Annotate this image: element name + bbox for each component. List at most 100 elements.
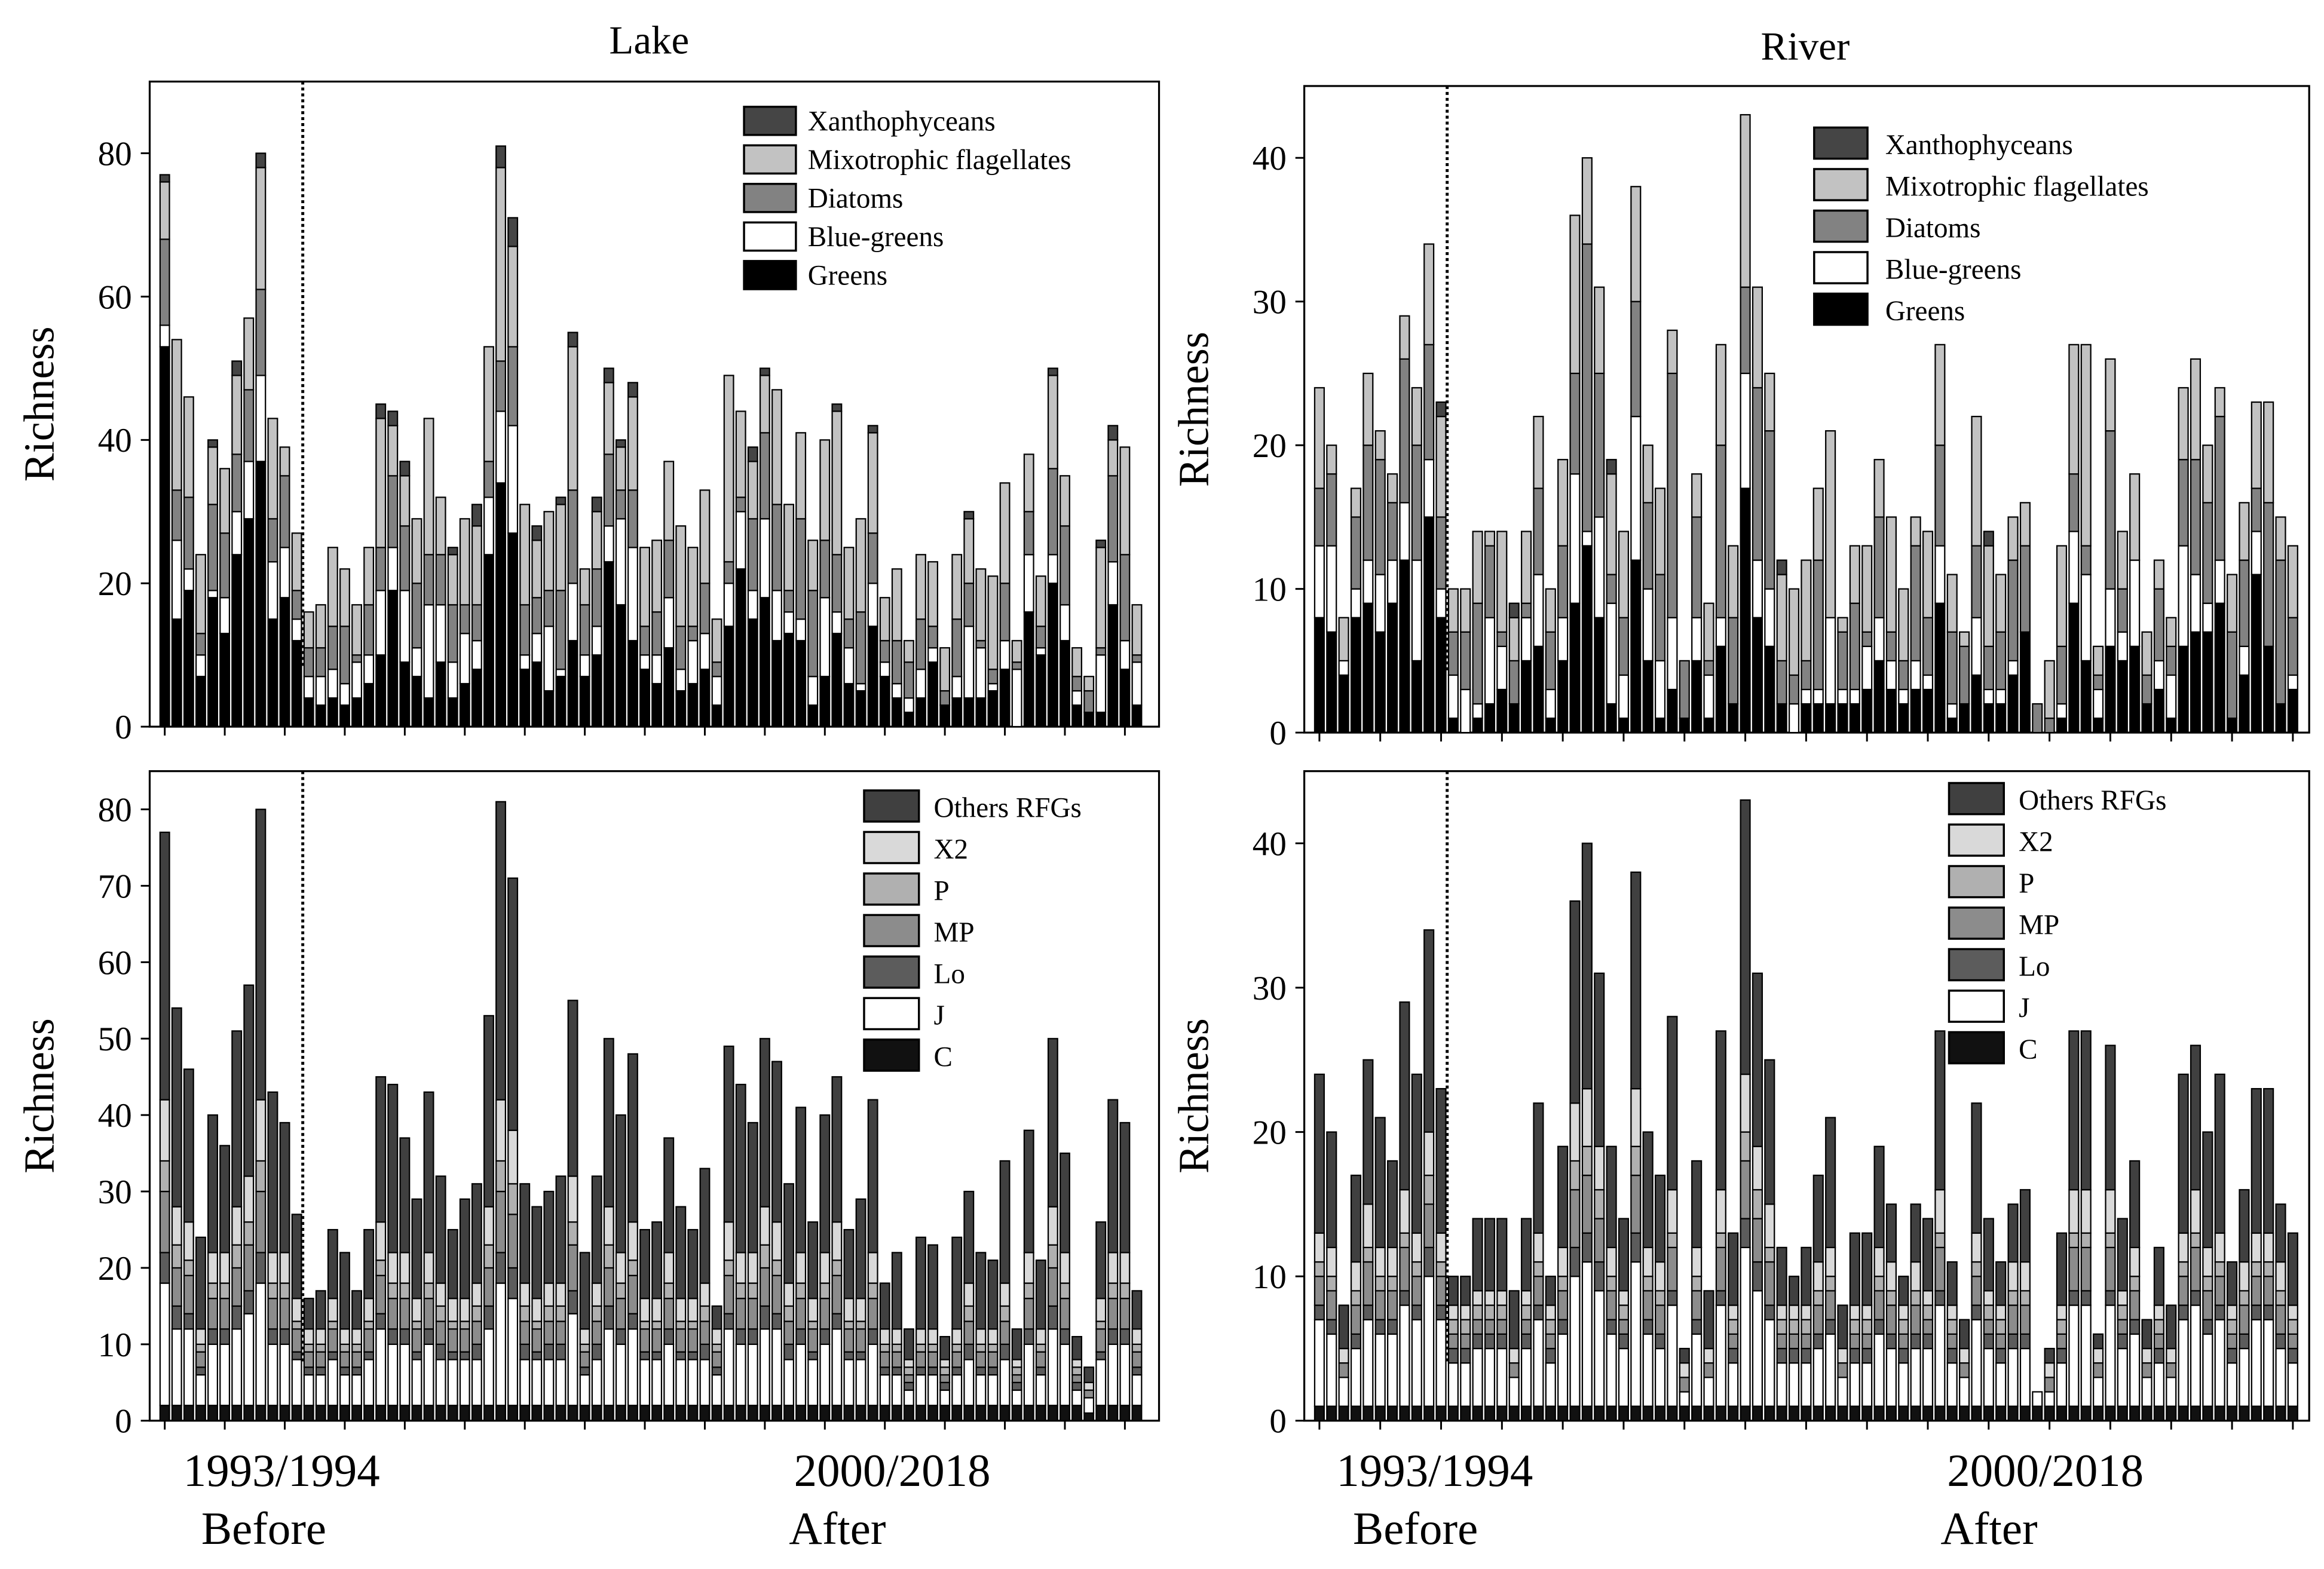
bar-sample-6 <box>219 468 231 728</box>
bar-sample-36 <box>579 1252 590 1421</box>
bar-segment-c <box>1460 1405 1471 1421</box>
bar-sample-40 <box>1788 1276 1800 1421</box>
legend-label: Blue-greens <box>808 222 944 253</box>
bar-segment-j <box>579 1374 590 1406</box>
bar-segment-x2 <box>339 1328 350 1346</box>
bar-segment-p <box>387 1282 399 1300</box>
bar-segment-mp <box>1667 1246 1678 1292</box>
bar-segment-mp <box>315 1351 326 1368</box>
bar-segment-mp <box>891 1351 902 1368</box>
bar-segment-diatoms <box>327 626 338 670</box>
bar-segment-greens <box>315 704 326 728</box>
y-tick-label: 0 <box>115 1403 132 1441</box>
bar-segment-others-rfgs <box>1934 1030 1946 1191</box>
bar-segment-mp <box>1581 1174 1593 1234</box>
bar-sample-25 <box>1606 459 1617 734</box>
bar-sample-56 <box>819 1114 831 1421</box>
bar-segment-blue-greens <box>2287 674 2298 691</box>
bar-segment-c <box>615 1405 626 1421</box>
bar-sample-46 <box>699 1167 711 1421</box>
bar-segment-others-rfgs <box>639 1228 650 1300</box>
bar-segment-p <box>507 1183 519 1215</box>
bar-segment-j <box>867 1343 878 1406</box>
bar-segment-greens <box>1423 516 1435 734</box>
bar-segment-p <box>195 1343 206 1353</box>
bar-sample-17 <box>351 1290 362 1421</box>
bar-segment-x2 <box>1569 1102 1581 1162</box>
bar-segment-others-rfgs <box>543 1190 555 1284</box>
bar-segment-j <box>471 1359 482 1406</box>
bar-segment-diatoms <box>723 561 734 584</box>
bar-segment-x2 <box>411 1298 422 1322</box>
bar-sample-53 <box>783 504 795 728</box>
bar-segment-c <box>1959 1405 1970 1421</box>
bar-segment-p <box>819 1282 831 1300</box>
bar-segment-c <box>579 1405 590 1421</box>
bar-sample-49 <box>735 410 746 728</box>
bar-segment-lo <box>963 1343 975 1360</box>
bar-sample-68 <box>963 1190 975 1421</box>
bar-segment-j <box>531 1359 543 1406</box>
bar-segment-j <box>1654 1347 1666 1407</box>
legend-item: Greens <box>1813 292 1965 327</box>
bar-segment-greens <box>1496 688 1508 734</box>
bar-segment-lo <box>183 1313 194 1330</box>
bar-segment-diatoms <box>2007 559 2019 662</box>
bar-sample-8 <box>1399 1001 1410 1421</box>
bar-segment-j <box>2178 1319 2189 1407</box>
bar-segment-others-rfgs <box>2227 1261 2238 1306</box>
bar-segment-mp <box>255 1190 267 1254</box>
bar-segment-mixotrophic-flagellates <box>1910 516 1921 547</box>
bar-segment-others-rfgs <box>723 1045 734 1223</box>
bar-sample-43 <box>663 1137 675 1421</box>
bar-segment-others-rfgs <box>1594 972 1605 1147</box>
legend-item: Greens <box>743 260 887 292</box>
bar-segment-c <box>183 1405 194 1421</box>
bar-segment-lo <box>1728 1347 1739 1364</box>
bar-segment-mp <box>2044 1377 2055 1393</box>
bar-segment-greens <box>1387 602 1398 734</box>
bar-segment-p <box>423 1282 434 1300</box>
bar-segment-mixotrophic-flagellates <box>1362 372 1374 446</box>
bar-segment-j <box>231 1328 243 1406</box>
bar-segment-others-rfgs <box>2068 1030 2080 1191</box>
legend-swatch <box>863 914 920 948</box>
bar-segment-p <box>735 1282 746 1300</box>
bar-segment-diatoms <box>951 618 963 678</box>
bar-segment-x2 <box>207 1252 218 1284</box>
bar-segment-x2 <box>327 1298 338 1322</box>
bar-segment-lo <box>2105 1290 2116 1306</box>
bar-segment-diatoms <box>771 504 782 592</box>
bar-segment-p <box>2263 1261 2274 1277</box>
bar-segment-others-rfgs <box>1837 1304 1848 1350</box>
bar-sample-32 <box>531 1206 543 1421</box>
bar-sample-26 <box>1618 1218 1630 1421</box>
bar-segment-diatoms <box>1703 660 1714 676</box>
bar-segment-j <box>1801 1362 1812 1407</box>
bar-segment-c <box>1387 1405 1398 1421</box>
bar-segment-x2 <box>927 1328 939 1346</box>
bar-sample-2 <box>1326 1131 1337 1421</box>
bar-sample-32 <box>531 525 543 728</box>
bar-segment-diatoms <box>1460 631 1471 691</box>
bar-segment-mixotrophic-flagellates <box>1642 445 1654 504</box>
bar-sample-22 <box>411 1198 422 1421</box>
bar-segment-mp <box>1959 1362 1970 1378</box>
bar-segment-x2 <box>1642 1246 1654 1277</box>
bar-segment-lo <box>243 1290 255 1314</box>
bar-segment-blue-greens <box>807 676 819 706</box>
bar-segment-mp <box>1071 1374 1083 1383</box>
bar-segment-lo <box>1533 1304 1544 1320</box>
bar-segment-blue-greens <box>1484 617 1496 705</box>
bar-sample-21 <box>1557 1145 1569 1421</box>
bar-sample-20 <box>1545 588 1556 734</box>
bar-segment-lo <box>1667 1290 1678 1306</box>
bar-segment-others-rfgs <box>1873 1145 1885 1249</box>
bar-segment-p <box>2287 1319 2298 1335</box>
bar-segment-mixotrophic-flagellates <box>1313 387 1325 489</box>
bar-segment-others-rfgs <box>1399 1001 1410 1191</box>
bar-segment-mp <box>231 1267 243 1307</box>
bar-segment-greens <box>2141 703 2152 734</box>
bar-sample-6 <box>219 1145 231 1421</box>
bar-segment-mp <box>1521 1319 1532 1335</box>
